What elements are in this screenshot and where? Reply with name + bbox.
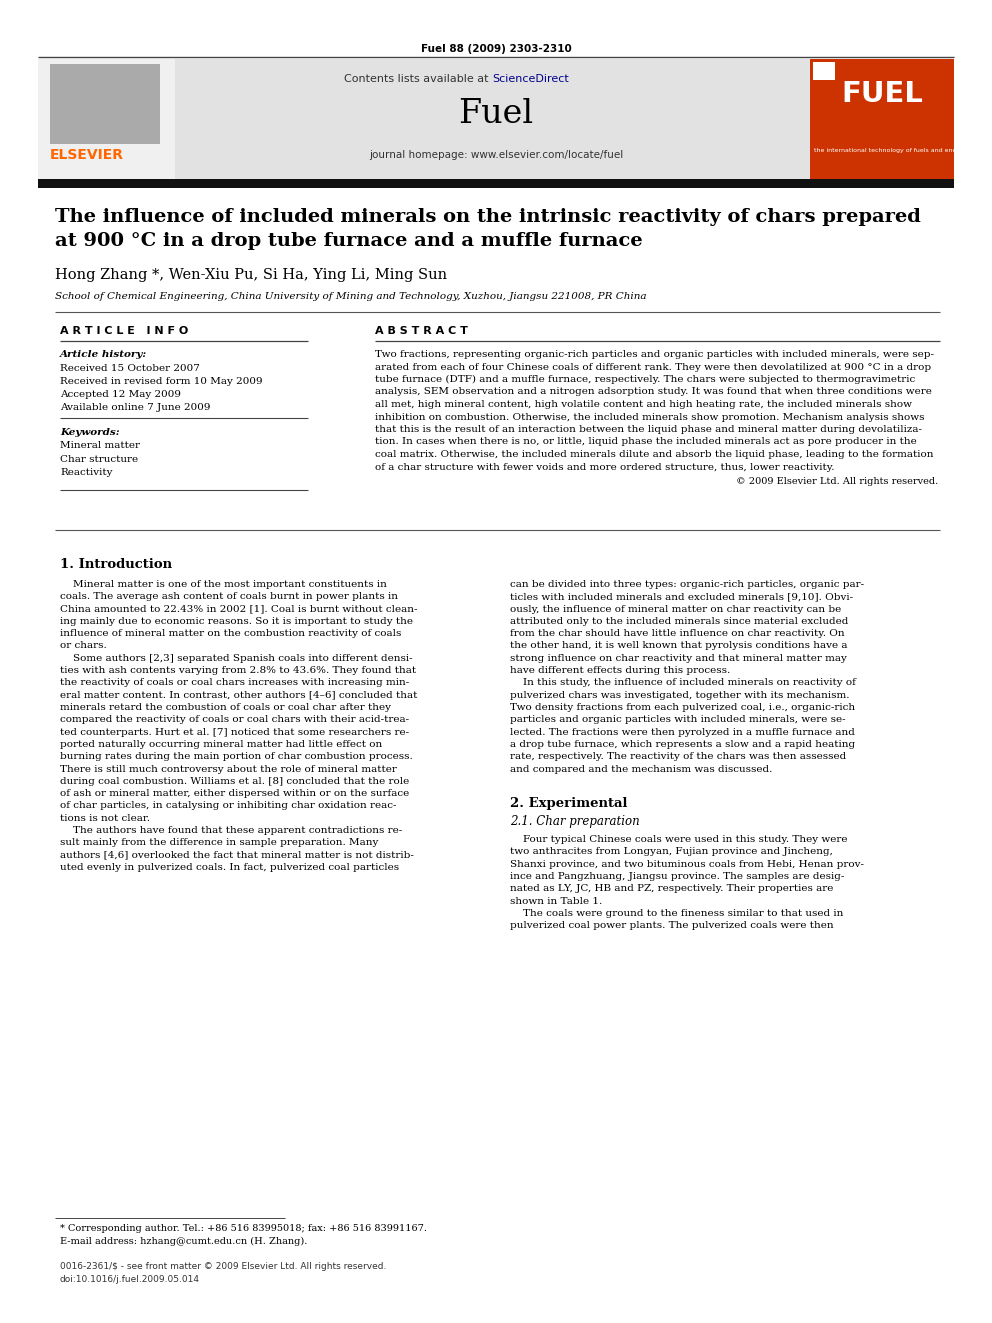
Text: pulverized coal power plants. The pulverized coals were then: pulverized coal power plants. The pulver… [510,921,833,930]
Text: from the char should have little influence on char reactivity. On: from the char should have little influen… [510,630,844,638]
Text: Fuel 88 (2009) 2303-2310: Fuel 88 (2009) 2303-2310 [421,44,571,54]
Text: burning rates during the main portion of char combustion process.: burning rates during the main portion of… [60,753,413,761]
Text: Keywords:: Keywords: [60,429,120,437]
Text: two anthracites from Longyan, Fujian province and Jincheng,: two anthracites from Longyan, Fujian pro… [510,848,833,856]
Text: lected. The fractions were then pyrolyzed in a muffle furnace and: lected. The fractions were then pyrolyze… [510,728,855,737]
Text: uted evenly in pulverized coals. In fact, pulverized coal particles: uted evenly in pulverized coals. In fact… [60,863,399,872]
Text: ously, the influence of mineral matter on char reactivity can be: ously, the influence of mineral matter o… [510,605,841,614]
Text: during coal combustion. Williams et al. [8] concluded that the role: during coal combustion. Williams et al. … [60,777,410,786]
Text: Mineral matter is one of the most important constituents in: Mineral matter is one of the most import… [60,579,387,589]
Text: © 2009 Elsevier Ltd. All rights reserved.: © 2009 Elsevier Ltd. All rights reserved… [736,478,938,486]
Text: ince and Pangzhuang, Jiangsu province. The samples are desig-: ince and Pangzhuang, Jiangsu province. T… [510,872,844,881]
Text: ScienceDirect: ScienceDirect [492,74,568,83]
Text: rate, respectively. The reactivity of the chars was then assessed: rate, respectively. The reactivity of th… [510,753,846,761]
Text: or chars.: or chars. [60,642,107,651]
Text: tion. In cases when there is no, or little, liquid phase the included minerals a: tion. In cases when there is no, or litt… [375,438,917,446]
Text: Two fractions, representing organic-rich particles and organic particles with in: Two fractions, representing organic-rich… [375,351,934,359]
Text: arated from each of four Chinese coals of different rank. They were then devolat: arated from each of four Chinese coals o… [375,363,931,372]
Text: of a char structure with fewer voids and more ordered structure, thus, lower rea: of a char structure with fewer voids and… [375,463,834,471]
Text: Received 15 October 2007: Received 15 October 2007 [60,364,199,373]
Text: Article history:: Article history: [60,351,147,359]
Text: ticles with included minerals and excluded minerals [9,10]. Obvi-: ticles with included minerals and exclud… [510,593,853,601]
Text: The coals were ground to the fineness similar to that used in: The coals were ground to the fineness si… [510,909,843,918]
Text: Accepted 12 May 2009: Accepted 12 May 2009 [60,390,181,400]
Text: Shanxi province, and two bituminous coals from Hebi, Henan prov-: Shanxi province, and two bituminous coal… [510,860,864,869]
Text: ported naturally occurring mineral matter had little effect on: ported naturally occurring mineral matte… [60,740,382,749]
Bar [810,60,954,179]
Text: ing mainly due to economic reasons. So it is important to study the: ing mainly due to economic reasons. So i… [60,617,413,626]
Text: Some authors [2,3] separated Spanish coals into different densi-: Some authors [2,3] separated Spanish coa… [60,654,413,663]
Text: Hong Zhang *, Wen-Xiu Pu, Si Ha, Ying Li, Ming Sun: Hong Zhang *, Wen-Xiu Pu, Si Ha, Ying Li… [55,269,447,282]
Text: 1. Introduction: 1. Introduction [60,558,173,572]
Text: eral matter content. In contrast, other authors [4–6] concluded that: eral matter content. In contrast, other … [60,691,418,700]
Text: coals. The average ash content of coals burnt in power plants in: coals. The average ash content of coals … [60,593,398,601]
Text: nated as LY, JC, HB and PZ, respectively. Their properties are: nated as LY, JC, HB and PZ, respectively… [510,884,833,893]
Text: sult mainly from the difference in sample preparation. Many: sult mainly from the difference in sampl… [60,839,378,847]
Text: journal homepage: www.elsevier.com/locate/fuel: journal homepage: www.elsevier.com/locat… [369,149,623,160]
Bar [38,179,954,188]
Text: that this is the result of an interaction between the liquid phase and mineral m: that this is the result of an interactio… [375,425,922,434]
Text: coal matrix. Otherwise, the included minerals dilute and absorb the liquid phase: coal matrix. Otherwise, the included min… [375,450,933,459]
Text: School of Chemical Engineering, China University of Mining and Technology, Xuzho: School of Chemical Engineering, China Un… [55,292,647,302]
Text: particles and organic particles with included minerals, were se-: particles and organic particles with inc… [510,716,845,724]
Text: There is still much controversy about the role of mineral matter: There is still much controversy about th… [60,765,397,774]
Text: tube furnace (DTF) and a muffle furnace, respectively. The chars were subjected : tube furnace (DTF) and a muffle furnace,… [375,374,916,384]
Text: have different effects during this process.: have different effects during this proce… [510,665,730,675]
Text: China amounted to 22.43% in 2002 [1]. Coal is burnt without clean-: China amounted to 22.43% in 2002 [1]. Co… [60,605,418,614]
Text: Char structure: Char structure [60,455,138,463]
Text: the reactivity of coals or coal chars increases with increasing min-: the reactivity of coals or coal chars in… [60,679,410,688]
Text: at 900 °C in a drop tube furnace and a muffle furnace: at 900 °C in a drop tube furnace and a m… [55,232,643,250]
Text: the international technology of fuels and energy: the international technology of fuels an… [814,148,966,153]
Text: strong influence on char reactivity and that mineral matter may: strong influence on char reactivity and … [510,654,847,663]
Text: tions is not clear.: tions is not clear. [60,814,150,823]
Text: 2. Experimental: 2. Experimental [510,796,628,810]
Text: A R T I C L E   I N F O: A R T I C L E I N F O [60,325,188,336]
Text: ties with ash contents varying from 2.8% to 43.6%. They found that: ties with ash contents varying from 2.8%… [60,665,416,675]
Text: Four typical Chinese coals were used in this study. They were: Four typical Chinese coals were used in … [510,835,847,844]
Text: authors [4,6] overlooked the fact that mineral matter is not distrib-: authors [4,6] overlooked the fact that m… [60,851,414,860]
Text: a drop tube furnace, which represents a slow and a rapid heating: a drop tube furnace, which represents a … [510,740,855,749]
Text: the other hand, it is well known that pyrolysis conditions have a: the other hand, it is well known that py… [510,642,847,651]
Text: and compared and the mechanism was discussed.: and compared and the mechanism was discu… [510,765,773,774]
Text: pulverized chars was investigated, together with its mechanism.: pulverized chars was investigated, toget… [510,691,849,700]
Text: of ash or mineral matter, either dispersed within or on the surface: of ash or mineral matter, either dispers… [60,789,410,798]
Text: A B S T R A C T: A B S T R A C T [375,325,468,336]
Text: compared the reactivity of coals or coal chars with their acid-trea-: compared the reactivity of coals or coal… [60,716,409,724]
Bar [175,60,810,179]
Text: E-mail address: hzhang@cumt.edu.cn (H. Zhang).: E-mail address: hzhang@cumt.edu.cn (H. Z… [60,1237,308,1246]
Text: Fuel: Fuel [458,98,534,130]
Text: 2.1. Char preparation: 2.1. Char preparation [510,815,640,828]
Text: inhibition on combustion. Otherwise, the included minerals show promotion. Mecha: inhibition on combustion. Otherwise, the… [375,413,925,422]
Bar [813,62,835,79]
Text: Two density fractions from each pulverized coal, i.e., organic-rich: Two density fractions from each pulveriz… [510,703,855,712]
Text: ted counterparts. Hurt et al. [7] noticed that some researchers re-: ted counterparts. Hurt et al. [7] notice… [60,728,409,737]
Text: analysis, SEM observation and a nitrogen adsorption study. It was found that whe: analysis, SEM observation and a nitrogen… [375,388,931,397]
Text: attributed only to the included minerals since material excluded: attributed only to the included minerals… [510,617,848,626]
Text: FUEL: FUEL [841,79,923,108]
Text: The influence of included minerals on the intrinsic reactivity of chars prepared: The influence of included minerals on th… [55,208,921,226]
Text: Mineral matter: Mineral matter [60,441,140,450]
Text: can be divided into three types: organic-rich particles, organic par-: can be divided into three types: organic… [510,579,864,589]
Text: minerals retard the combustion of coals or coal char after they: minerals retard the combustion of coals … [60,703,391,712]
Text: Received in revised form 10 May 2009: Received in revised form 10 May 2009 [60,377,263,386]
Text: Reactivity: Reactivity [60,468,112,478]
Text: all met, high mineral content, high volatile content and high heating rate, the : all met, high mineral content, high vola… [375,400,912,409]
Text: Available online 7 June 2009: Available online 7 June 2009 [60,404,210,411]
Text: doi:10.1016/j.fuel.2009.05.014: doi:10.1016/j.fuel.2009.05.014 [60,1275,200,1285]
Bar [38,60,175,179]
Text: The authors have found that these apparent contradictions re-: The authors have found that these appare… [60,826,402,835]
Text: * Corresponding author. Tel.: +86 516 83995018; fax: +86 516 83991167.: * Corresponding author. Tel.: +86 516 83… [60,1224,427,1233]
Text: In this study, the influence of included minerals on reactivity of: In this study, the influence of included… [510,679,856,688]
Text: influence of mineral matter on the combustion reactivity of coals: influence of mineral matter on the combu… [60,630,402,638]
Text: 0016-2361/$ - see front matter © 2009 Elsevier Ltd. All rights reserved.: 0016-2361/$ - see front matter © 2009 El… [60,1262,386,1271]
Text: Contents lists available at: Contents lists available at [344,74,492,83]
Text: ELSEVIER: ELSEVIER [50,148,124,161]
Text: shown in Table 1.: shown in Table 1. [510,897,602,906]
Bar [50,64,160,144]
Text: of char particles, in catalysing or inhibiting char oxidation reac-: of char particles, in catalysing or inhi… [60,802,397,811]
